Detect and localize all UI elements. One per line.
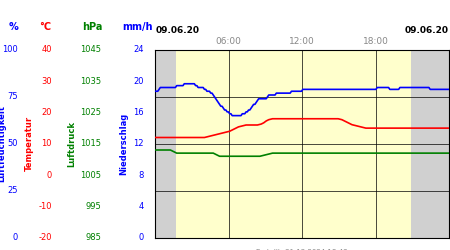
Text: 1045: 1045	[80, 46, 101, 54]
Bar	[411, 50, 449, 238]
Text: 1005: 1005	[80, 170, 101, 179]
Text: mm/h: mm/h	[122, 22, 153, 32]
Text: 0: 0	[13, 233, 18, 242]
Text: 8: 8	[139, 170, 144, 179]
Text: Erstellt: 21.12.2024 18:43: Erstellt: 21.12.2024 18:43	[256, 249, 348, 250]
Text: 09.06.20: 09.06.20	[405, 26, 449, 35]
Text: %: %	[9, 22, 18, 32]
Text: -20: -20	[38, 233, 52, 242]
Text: 100: 100	[2, 46, 18, 54]
Text: 50: 50	[8, 139, 18, 148]
Text: 18:00: 18:00	[363, 37, 389, 46]
Text: 0: 0	[46, 170, 52, 179]
Bar	[176, 50, 411, 238]
Text: Niederschlag: Niederschlag	[119, 112, 128, 175]
Text: 1015: 1015	[80, 139, 101, 148]
Text: 75: 75	[7, 92, 18, 102]
Text: 995: 995	[86, 202, 101, 211]
Text: 25: 25	[8, 186, 18, 195]
Text: 12:00: 12:00	[289, 37, 315, 46]
Text: Luftfeuchtigkeit: Luftfeuchtigkeit	[0, 105, 7, 182]
Text: 20: 20	[134, 77, 144, 86]
Text: Temperatur: Temperatur	[25, 116, 34, 171]
Text: Luftdruck: Luftdruck	[68, 121, 76, 167]
Text: 09.06.20: 09.06.20	[155, 26, 199, 35]
Text: 30: 30	[41, 77, 52, 86]
Text: 4: 4	[139, 202, 144, 211]
Text: 1025: 1025	[80, 108, 101, 117]
Text: -10: -10	[38, 202, 52, 211]
Text: 985: 985	[86, 233, 101, 242]
Text: 40: 40	[41, 46, 52, 54]
Text: 10: 10	[41, 139, 52, 148]
Text: °C: °C	[39, 22, 51, 32]
Text: 12: 12	[134, 139, 144, 148]
Text: 0: 0	[139, 233, 144, 242]
Text: 06:00: 06:00	[216, 37, 242, 46]
Text: 16: 16	[133, 108, 144, 117]
Text: 20: 20	[41, 108, 52, 117]
Text: hPa: hPa	[82, 22, 103, 32]
Bar	[155, 50, 176, 238]
Text: 24: 24	[134, 46, 144, 54]
Text: 1035: 1035	[80, 77, 101, 86]
